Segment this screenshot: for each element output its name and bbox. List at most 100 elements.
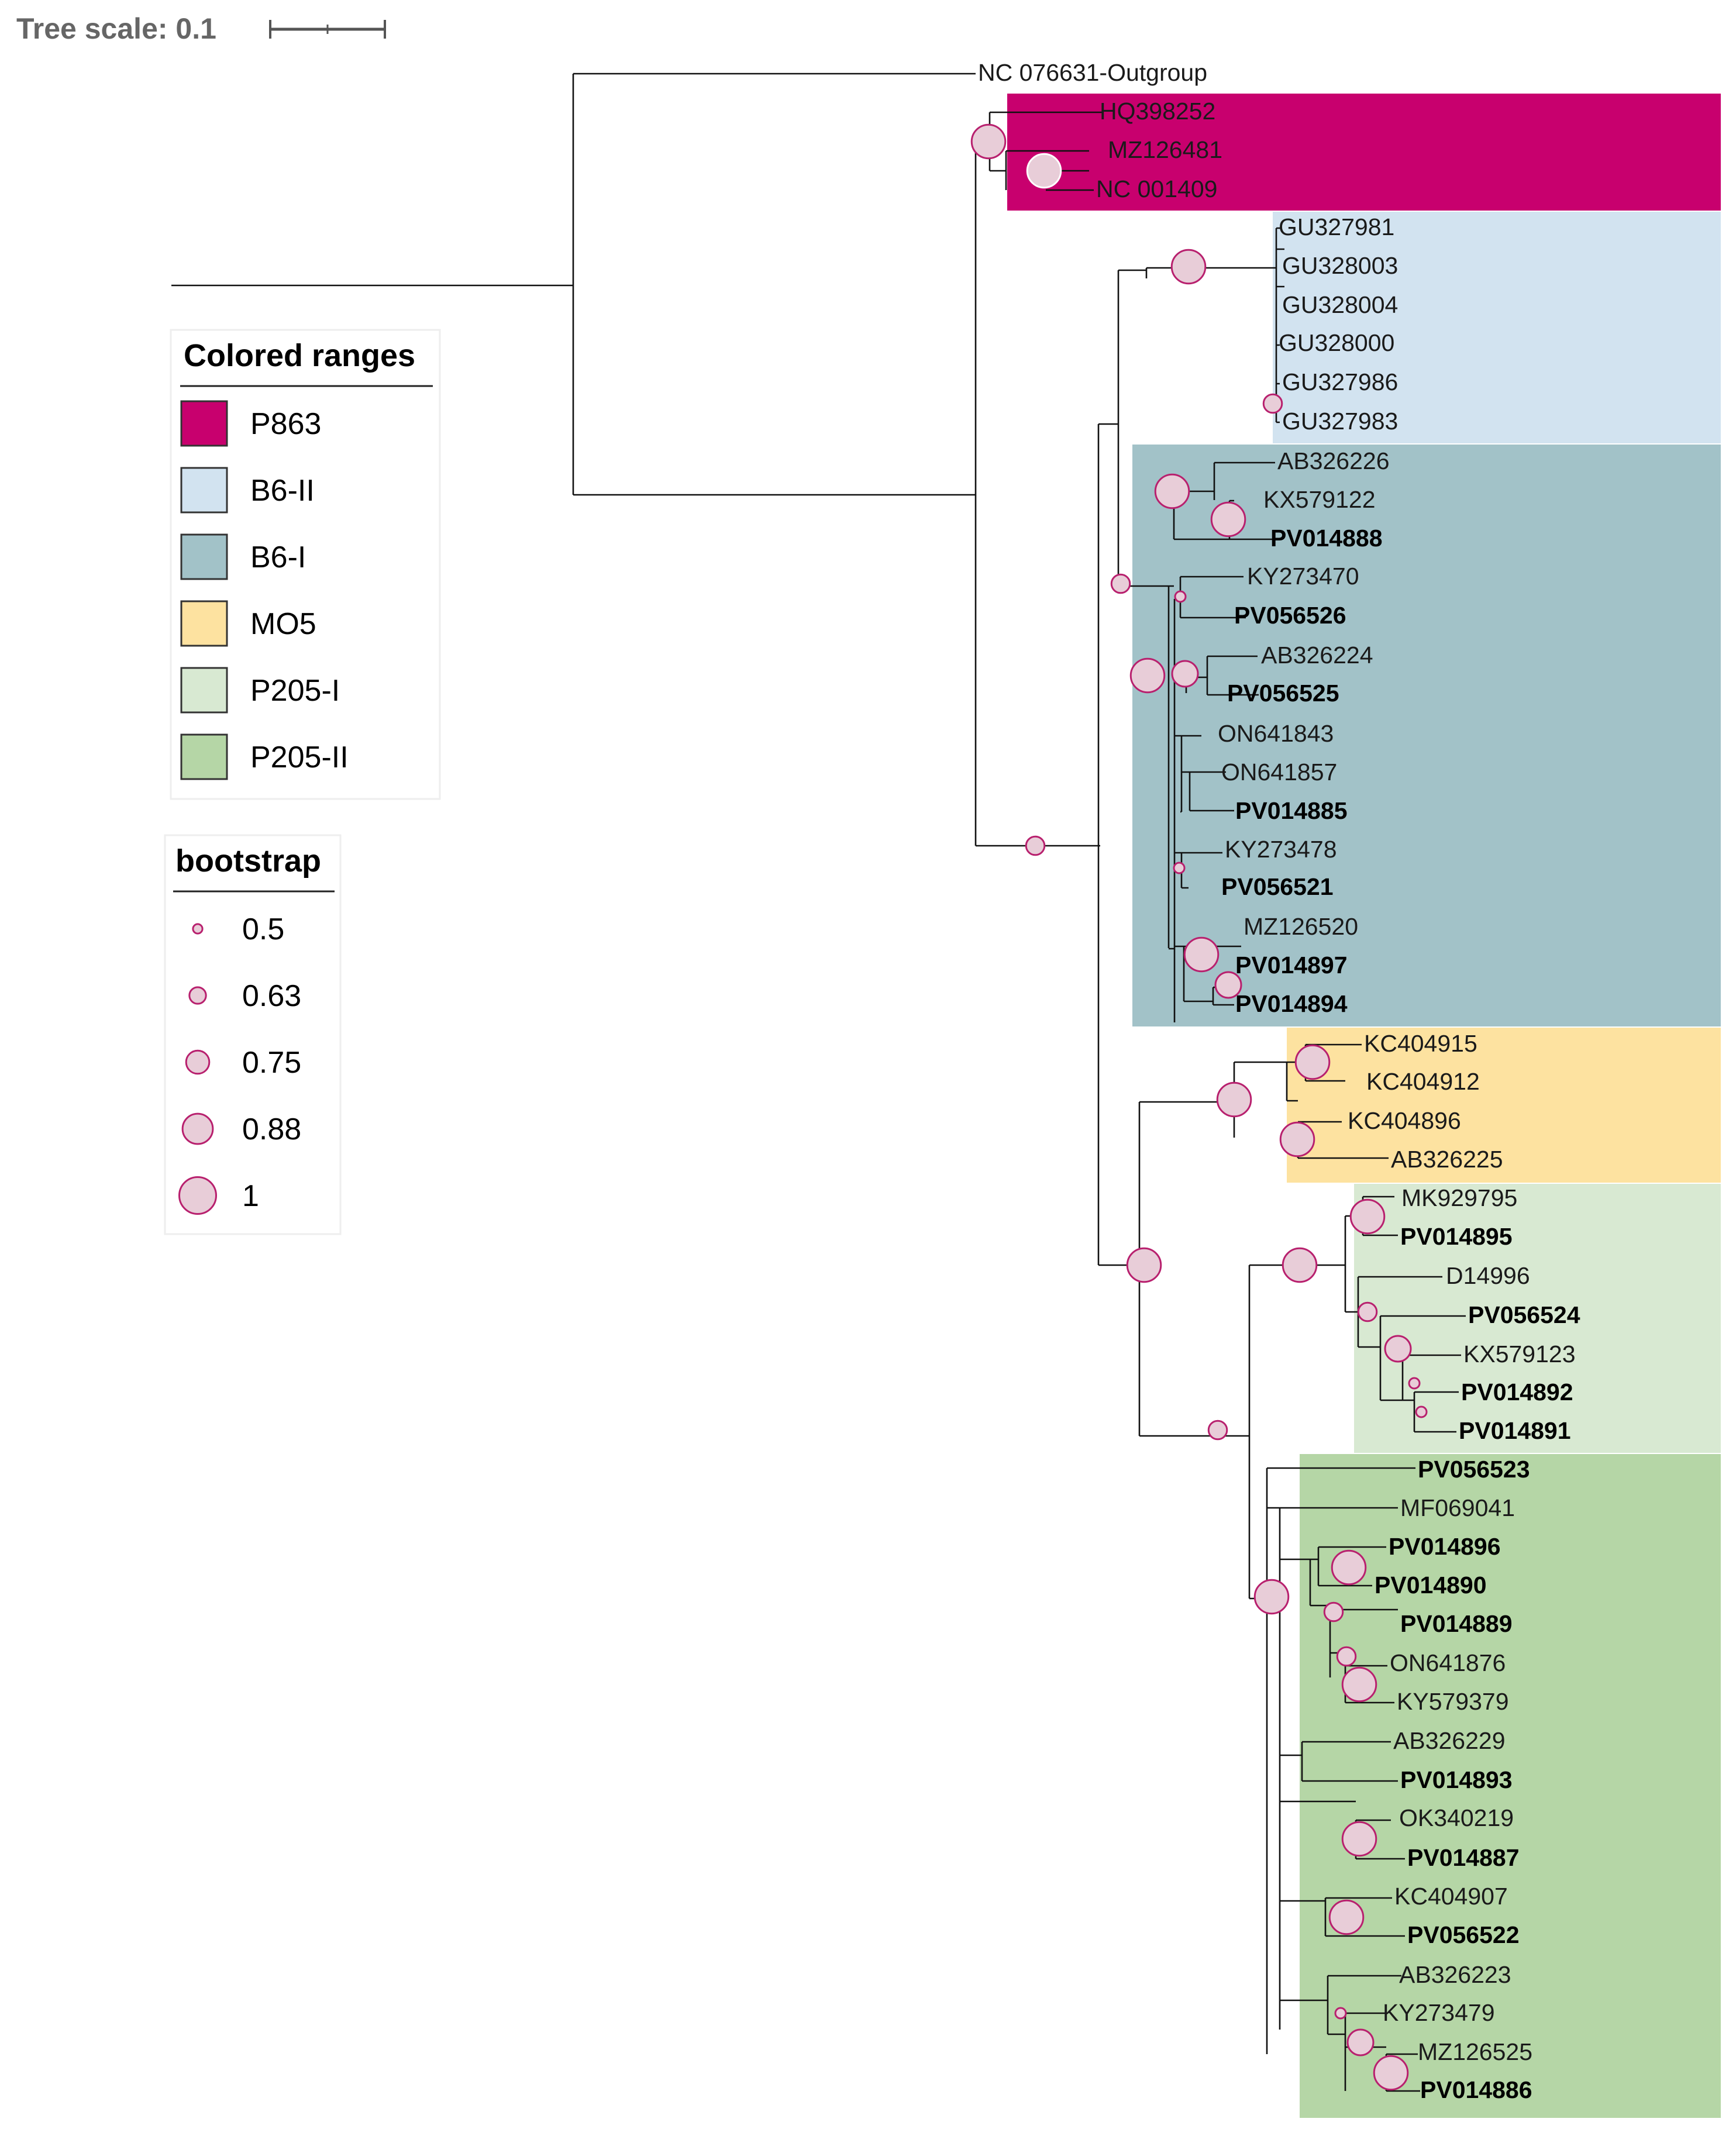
bootstrap-node	[1341, 1666, 1377, 1703]
bootstrap-legend-circle	[178, 1176, 217, 1215]
bootstrap-node	[1336, 1646, 1357, 1667]
bootstrap-node	[1346, 2028, 1375, 2056]
tip-label: PV014890	[1375, 1572, 1487, 1599]
colored-ranges	[1007, 94, 1721, 2118]
bootstrap-node	[1282, 1247, 1318, 1283]
tip-label: KX579122	[1263, 486, 1376, 513]
tip-label: PV014892	[1461, 1379, 1573, 1405]
bootstrap-node	[1331, 1549, 1367, 1586]
tip-label: PV056522	[1407, 1921, 1520, 1948]
bootstrap-legend-label: 0.5	[242, 912, 284, 946]
legend-label: B6-I	[250, 540, 306, 574]
range-b6-ii	[1273, 212, 1721, 443]
tip-label: GU328003	[1282, 252, 1398, 279]
legend-title: Colored ranges	[184, 338, 415, 373]
tip-label: PV014889	[1400, 1610, 1513, 1637]
tip-label: NC 076631-Outgroup	[978, 59, 1207, 86]
bootstrap-legend-circle	[181, 1112, 214, 1145]
tip-label: KY273479	[1383, 1999, 1495, 2026]
tip-label: KC404915	[1364, 1030, 1477, 1057]
range-p863	[1007, 94, 1721, 211]
tree-scale: Tree scale: 0.1	[16, 12, 386, 45]
bootstrap-legend-box	[164, 834, 342, 1235]
bootstrap-node	[1026, 153, 1062, 189]
bootstrap-node	[1384, 1335, 1412, 1363]
bootstrap-node	[1183, 936, 1220, 973]
bootstrap-legend-circles	[178, 923, 217, 1215]
tip-label: PV014897	[1235, 952, 1348, 979]
legend-swatch	[180, 733, 228, 780]
tip-label: GU327986	[1282, 368, 1398, 395]
bootstrap-node	[1110, 573, 1131, 594]
tip-label: OK340219	[1399, 1804, 1514, 1831]
tip-label: KX579123	[1463, 1341, 1576, 1367]
legend-swatch	[180, 600, 228, 647]
bootstrap-node	[1279, 1121, 1315, 1157]
tree-scale-label: Tree scale: 0.1	[16, 12, 216, 45]
legend-swatch	[180, 400, 228, 447]
tip-label: PV056526	[1234, 602, 1346, 629]
bootstrap-node	[1216, 1081, 1252, 1118]
bootstrap-node	[1334, 2007, 1347, 2020]
legend-label: P205-I	[250, 674, 340, 708]
tip-label: KY579379	[1397, 1688, 1509, 1715]
bootstrap-node	[970, 123, 1007, 160]
bootstrap-node	[1415, 1405, 1428, 1418]
range-mo5	[1287, 1028, 1721, 1183]
bootstrap-node	[1408, 1377, 1421, 1390]
tip-label: KC404896	[1348, 1107, 1461, 1134]
bootstrap-node	[1328, 1899, 1365, 1935]
bootstrap-node	[1349, 1198, 1386, 1235]
tip-label: KY273478	[1225, 836, 1337, 863]
tip-label: PV014896	[1389, 1533, 1501, 1560]
tip-label: AB326223	[1399, 1961, 1511, 1988]
tip-label: GU327981	[1279, 213, 1394, 240]
tip-labels: NC 076631-Outgroup HQ398252 MZ126481 NC …	[978, 59, 1580, 2103]
tip-label: AB326229	[1393, 1727, 1506, 1754]
tip-label: AB326224	[1261, 642, 1373, 669]
tip-label: KC404907	[1394, 1883, 1508, 1910]
bootstrap-node	[1323, 1601, 1344, 1622]
legend-swatch	[180, 533, 228, 580]
bootstrap-node	[1173, 862, 1186, 874]
bootstrap-node	[1129, 657, 1166, 694]
bootstrap-node	[1170, 249, 1207, 285]
bootstrap-node	[1210, 501, 1246, 538]
bootstrap-node	[1025, 835, 1046, 856]
bootstrap-node	[1341, 1821, 1377, 1857]
range-p205-ii	[1300, 1454, 1721, 2118]
bootstrap-legend-circle	[192, 923, 204, 935]
bootstrap-node	[1373, 2055, 1409, 2091]
tip-label: PV014891	[1459, 1417, 1571, 1444]
bootstrap-node	[1253, 1579, 1290, 1615]
colored-ranges-legend: Colored ranges P863 B6-II B6-I MO5 P205-…	[170, 329, 441, 800]
bootstrap-node	[1214, 971, 1242, 999]
range-swatches	[180, 400, 228, 780]
tip-label: HQ398252	[1100, 98, 1215, 125]
tip-label: AB326226	[1277, 447, 1390, 474]
tip-label: MZ126481	[1108, 136, 1222, 163]
tip-label: PV056524	[1468, 1301, 1580, 1328]
tip-label: PV056521	[1221, 873, 1334, 900]
bootstrap-legend-label: 0.88	[242, 1112, 301, 1146]
bootstrap-legend-circle	[185, 1049, 211, 1075]
tip-label: PV014888	[1270, 525, 1383, 552]
bootstrap-legend-label: 0.75	[242, 1046, 301, 1080]
tip-label: PV014886	[1420, 2076, 1532, 2103]
bootstrap-legend-circle	[188, 986, 207, 1005]
bootstrap-legend-label: 1	[242, 1179, 259, 1213]
tip-label: D14996	[1446, 1262, 1530, 1289]
tip-label: KC404912	[1366, 1068, 1480, 1095]
tip-label: PV056525	[1227, 680, 1339, 707]
range-p205-i	[1354, 1184, 1721, 1453]
bootstrap-node	[1171, 660, 1199, 688]
tip-label: PV014894	[1235, 990, 1348, 1017]
tip-label: ON641843	[1218, 720, 1334, 747]
bootstrap-node	[1207, 1420, 1228, 1441]
tip-label: PV056523	[1418, 1456, 1530, 1483]
bootstrap-node	[1126, 1247, 1162, 1283]
bootstrap-legend-title: bootstrap	[175, 843, 321, 879]
bootstrap-legend: bootstrap 0.5 0.63 0.75 0.88 1	[164, 834, 342, 1235]
tip-label: MZ126520	[1244, 913, 1358, 940]
